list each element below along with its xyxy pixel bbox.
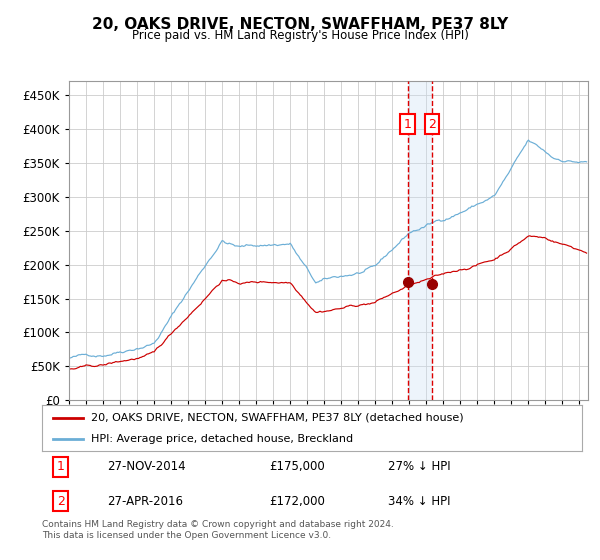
Text: 27-APR-2016: 27-APR-2016 — [107, 495, 183, 508]
Text: £175,000: £175,000 — [269, 460, 325, 473]
Text: 2: 2 — [57, 495, 65, 508]
Text: Price paid vs. HM Land Registry's House Price Index (HPI): Price paid vs. HM Land Registry's House … — [131, 29, 469, 42]
Text: 27% ↓ HPI: 27% ↓ HPI — [388, 460, 450, 473]
Text: 20, OAKS DRIVE, NECTON, SWAFFHAM, PE37 8LY: 20, OAKS DRIVE, NECTON, SWAFFHAM, PE37 8… — [92, 17, 508, 32]
Text: £172,000: £172,000 — [269, 495, 325, 508]
Text: 34% ↓ HPI: 34% ↓ HPI — [388, 495, 450, 508]
Text: 2: 2 — [428, 118, 436, 131]
Text: 20, OAKS DRIVE, NECTON, SWAFFHAM, PE37 8LY (detached house): 20, OAKS DRIVE, NECTON, SWAFFHAM, PE37 8… — [91, 413, 463, 423]
Text: Contains HM Land Registry data © Crown copyright and database right 2024.
This d: Contains HM Land Registry data © Crown c… — [42, 520, 394, 540]
Text: 1: 1 — [404, 118, 412, 131]
Text: 1: 1 — [57, 460, 65, 473]
Bar — [407, 81, 432, 400]
Text: HPI: Average price, detached house, Breckland: HPI: Average price, detached house, Brec… — [91, 435, 353, 444]
Text: 27-NOV-2014: 27-NOV-2014 — [107, 460, 185, 473]
